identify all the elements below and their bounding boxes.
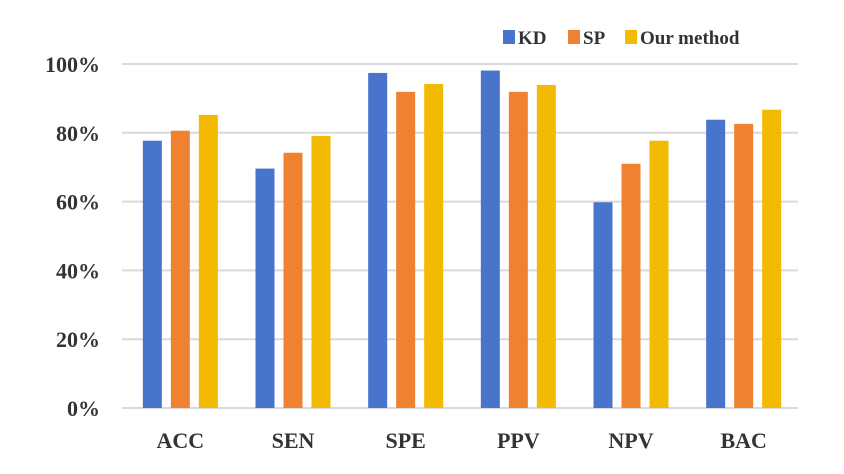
y-tick-label: 0% xyxy=(67,396,100,421)
y-tick-label: 100% xyxy=(45,52,100,77)
bar-sp-sen xyxy=(283,152,303,408)
bar-our-method-acc xyxy=(198,114,218,409)
bar-sp-acc xyxy=(170,130,190,408)
bar-kd-bac xyxy=(706,119,726,408)
x-tick-label: PPV xyxy=(497,428,540,453)
bar-our-method-npv xyxy=(649,140,669,408)
y-tick-label: 40% xyxy=(56,258,100,283)
x-tick-label: SPE xyxy=(385,428,425,453)
bar-our-method-bac xyxy=(762,109,782,408)
x-tick-label: SEN xyxy=(272,428,315,453)
y-tick-label: 80% xyxy=(56,121,100,146)
bar-our-method-spe xyxy=(424,83,444,409)
bar-sp-ppv xyxy=(508,91,528,408)
bar-sp-bac xyxy=(734,123,754,408)
legend-swatch-1 xyxy=(568,30,580,44)
x-tick-label: BAC xyxy=(720,428,766,453)
x-tick-label: ACC xyxy=(156,428,204,453)
bar-kd-acc xyxy=(142,140,162,408)
bar-kd-spe xyxy=(368,72,388,408)
legend-label: KD xyxy=(518,28,547,49)
bar-kd-npv xyxy=(593,202,613,408)
y-tick-label: 60% xyxy=(56,190,100,215)
bar-sp-spe xyxy=(396,91,416,408)
bar-sp-npv xyxy=(621,163,641,408)
x-tick-label: NPV xyxy=(608,428,653,453)
legend-label: SP xyxy=(583,28,606,49)
legend-label: Our method xyxy=(640,28,740,49)
bar-our-method-ppv xyxy=(536,84,556,408)
legend-swatch-2 xyxy=(625,30,637,44)
legend-swatch-0 xyxy=(503,30,515,44)
bar-kd-sen xyxy=(255,168,275,408)
bar-kd-ppv xyxy=(480,70,500,408)
y-tick-label: 20% xyxy=(56,327,100,352)
bar-our-method-sen xyxy=(311,135,331,408)
